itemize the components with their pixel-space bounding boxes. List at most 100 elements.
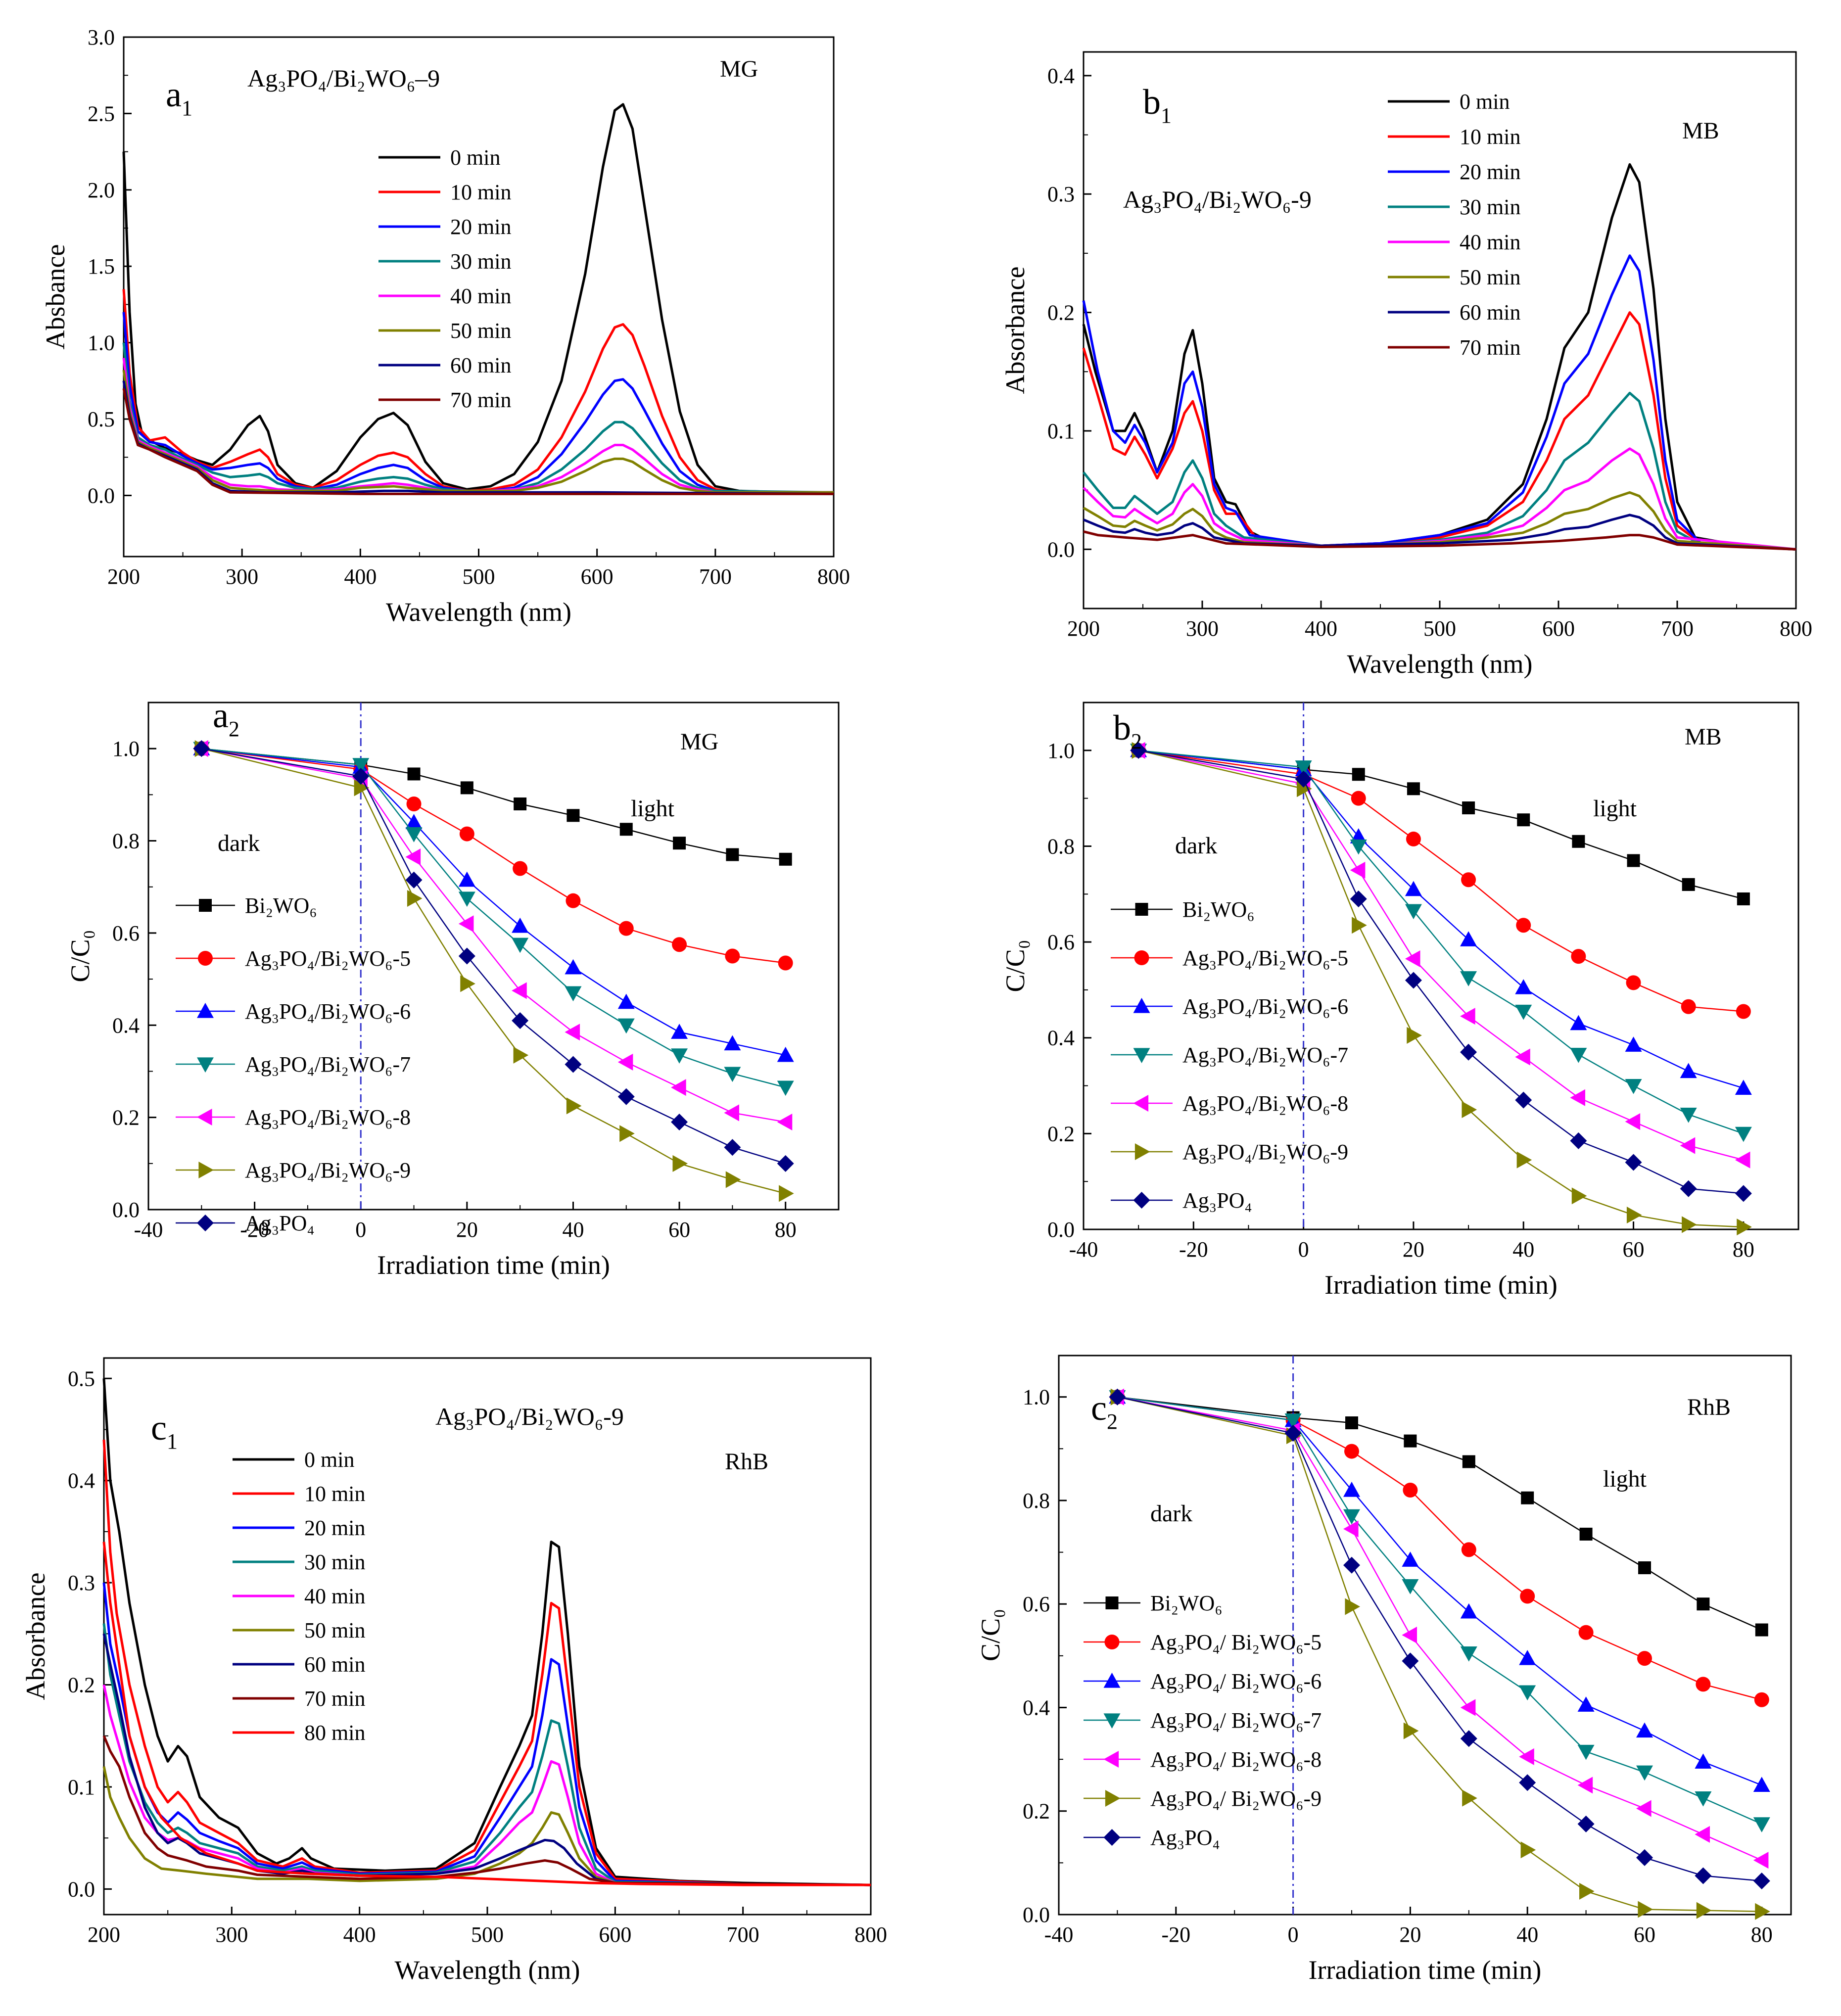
data-point <box>458 947 475 965</box>
x-tick-label: 800 <box>854 1922 887 1947</box>
series-a2-5 <box>194 740 794 1202</box>
y-tick-label: 0.4 <box>68 1469 95 1493</box>
legend-label: Ag₃PO₄ <box>1150 1826 1220 1850</box>
panel-subscript: 2 <box>1107 1409 1118 1434</box>
legend-marker <box>1105 1596 1119 1609</box>
legend-label: Ag₃PO₄/ Bi₂WO₆-7 <box>1150 1708 1322 1733</box>
panel-letter: b <box>1143 82 1161 122</box>
series-a1-7 <box>122 388 834 495</box>
data-point <box>1516 1151 1532 1169</box>
series-line <box>1138 750 1744 1089</box>
legend-c1: 0 min 10 min 20 min 30 min 40 min 50 min 60 mi… <box>233 1448 365 1745</box>
series-line <box>1138 750 1744 1228</box>
y-tick-label: 2.5 <box>88 101 115 126</box>
series-line <box>102 1623 871 1886</box>
chart-panel-c2: -40 -20 0 20 40 60 80 0.0 0.2 0.4 0.6 0.8 1.0 Irradia… <box>976 1355 1792 1985</box>
series-a2-1 <box>194 741 793 971</box>
data-point <box>458 891 475 907</box>
data-point <box>1405 904 1422 920</box>
data-point <box>514 797 527 810</box>
data-point <box>405 871 423 889</box>
series-a1-3 <box>122 342 834 494</box>
x-tick-label: 700 <box>727 1922 759 1947</box>
data-point <box>1735 1126 1752 1142</box>
legend-label: 20 min <box>304 1516 365 1540</box>
y-tick-label: 0.0 <box>1047 537 1075 562</box>
data-point <box>1695 1826 1710 1843</box>
data-point <box>618 921 634 936</box>
data-point <box>1462 801 1475 814</box>
data-point <box>1519 1685 1536 1701</box>
y-tick-label: 0.1 <box>1047 419 1075 443</box>
series-line <box>201 748 786 1056</box>
x-tick-label: 800 <box>1780 616 1812 641</box>
legend-label: 50 min <box>450 319 511 343</box>
data-point <box>1626 1206 1642 1223</box>
data-point <box>672 1155 688 1172</box>
y-tick-label: 0.0 <box>1047 1218 1075 1242</box>
data-point <box>1579 1527 1593 1541</box>
chart-panel-c1: 200 300 400 500 600 700 800 0.0 0.1 0.2 0.3 0.4 0.5 W… <box>21 1357 887 1985</box>
data-point <box>619 823 633 836</box>
data-point <box>1460 1603 1477 1619</box>
data-point <box>1403 1483 1418 1498</box>
plot-frame <box>1058 1355 1792 1916</box>
data-point <box>566 893 581 908</box>
legend-b2: Bi₂WO₆ Ag₃PO₄/Bi₂WO₆-5 Ag₃PO₄/Bi₂WO₆-6 Ag₃P… <box>1111 897 1348 1213</box>
light-label: light <box>1603 1466 1647 1492</box>
data-point <box>1516 918 1531 933</box>
data-point <box>1109 1388 1126 1406</box>
series-a2-3 <box>193 742 794 1096</box>
x-tick-label: 600 <box>581 564 614 589</box>
data-point <box>725 1171 741 1188</box>
series-b1-0 <box>1082 163 1796 551</box>
x-tick-label: -40 <box>1044 1922 1074 1947</box>
series-line <box>201 748 786 1165</box>
legend-marker <box>1103 1713 1121 1729</box>
legend-label: Ag₃PO₄/ Bi₂WO₆-9 <box>1150 1786 1322 1811</box>
legend-label: 30 min <box>450 249 511 274</box>
data-point <box>1462 1101 1477 1118</box>
x-tick-label: 600 <box>599 1922 631 1947</box>
data-point <box>1577 1744 1595 1760</box>
series-c2-0 <box>1111 1390 1768 1637</box>
panel-letter: c <box>1091 1388 1107 1428</box>
series-line <box>1117 1396 1762 1882</box>
data-point <box>724 1139 741 1156</box>
data-point <box>671 1113 688 1130</box>
light-label: light <box>631 796 675 822</box>
legend-a2: Bi₂WO₆ Ag₃PO₄/Bi₂WO₆-5 Ag₃PO₄/Bi₂WO₆-6 Ag₃P… <box>176 893 411 1235</box>
data-point <box>1680 1063 1697 1078</box>
y-tick-label: 1.0 <box>112 737 140 761</box>
data-point <box>1736 1004 1751 1019</box>
legend-marker <box>1134 950 1149 965</box>
legend-marker <box>1134 1143 1150 1160</box>
panel-label: a2 <box>213 696 239 741</box>
dye-label: RhB <box>1687 1394 1731 1420</box>
data-point <box>1737 1219 1752 1236</box>
plot-frame <box>103 1357 872 1916</box>
series-line <box>1138 750 1744 900</box>
x-tick-label: -20 <box>1179 1237 1208 1262</box>
data-point <box>1735 1185 1752 1202</box>
x-axis-title: Irradiation time (min) <box>1324 1270 1558 1300</box>
series-line <box>1117 1396 1762 1786</box>
y-tick-label: 0.5 <box>68 1366 95 1391</box>
data-point <box>617 1053 633 1071</box>
legend-label: 0 min <box>1460 90 1510 114</box>
dye-label: RhB <box>725 1449 768 1475</box>
data-point <box>1626 975 1641 990</box>
data-point <box>1515 1091 1532 1109</box>
data-point <box>1636 1849 1653 1866</box>
panel-subscript: 2 <box>229 717 239 741</box>
chart-panel-b1: 200 300 400 500 600 700 800 0.0 0.1 0.2 0.3 0.4 Wave… <box>1000 51 1812 679</box>
series-b1-2 <box>1082 254 1796 551</box>
data-point <box>1460 1730 1477 1747</box>
data-point <box>565 986 582 1002</box>
data-point <box>1295 770 1312 788</box>
legend-label: 0 min <box>450 145 500 170</box>
data-point <box>354 779 370 797</box>
data-point <box>1680 1180 1697 1197</box>
data-point <box>1407 782 1420 796</box>
